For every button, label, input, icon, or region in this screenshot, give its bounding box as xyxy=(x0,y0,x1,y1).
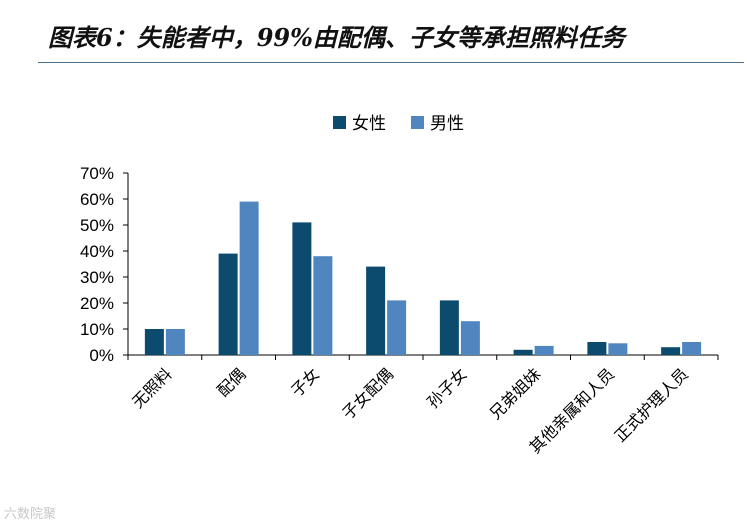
legend-swatch-female xyxy=(333,116,346,129)
y-tick-label: 30% xyxy=(80,268,114,287)
legend-label-male: 男性 xyxy=(430,114,464,134)
bar-female xyxy=(292,222,312,355)
bar-male xyxy=(165,329,185,355)
x-category-label: 兄弟姐妹 xyxy=(486,364,545,423)
y-tick-label: 10% xyxy=(80,320,114,339)
bar-female xyxy=(513,349,533,355)
legend: 女性 男性 xyxy=(333,114,464,134)
bar-female xyxy=(661,347,681,355)
x-category-label: 无照料 xyxy=(128,364,175,411)
bar-male xyxy=(387,300,407,355)
y-tick-label: 70% xyxy=(80,164,114,183)
bars xyxy=(144,201,702,355)
bar-male xyxy=(239,201,259,355)
bar-female xyxy=(439,300,459,355)
y-tick-label: 60% xyxy=(80,190,114,209)
x-category-label: 子女配偶 xyxy=(338,364,397,423)
y-axis: 0% 10% 20% 30% 40% 50% 60% 70% xyxy=(80,164,129,365)
y-tick-label: 50% xyxy=(80,216,114,235)
legend-swatch-male xyxy=(411,116,424,129)
legend-label-female: 女性 xyxy=(352,114,386,134)
bar-male xyxy=(682,342,702,355)
y-tick-label: 40% xyxy=(80,242,114,261)
bar-female xyxy=(218,253,238,355)
y-tick-label: 20% xyxy=(80,294,114,313)
bar-male xyxy=(534,345,554,355)
x-category-label: 正式护理人员 xyxy=(611,364,692,445)
bar-male xyxy=(313,256,333,355)
bar-male xyxy=(460,321,480,355)
y-tick-label: 0% xyxy=(89,346,114,365)
chart-title: 图表6：失能者中，99%由配偶、子女等承担照料任务 xyxy=(48,23,625,52)
title-divider xyxy=(38,62,744,63)
bar-female xyxy=(144,329,164,355)
bar-female xyxy=(366,266,386,355)
bar-female xyxy=(587,342,607,355)
x-category-label: 配偶 xyxy=(213,364,249,400)
x-category-label: 子女 xyxy=(287,364,323,400)
watermark: 六数院聚 xyxy=(4,507,57,522)
bar-male xyxy=(608,343,628,355)
x-category-label: 孙子女 xyxy=(423,364,470,411)
